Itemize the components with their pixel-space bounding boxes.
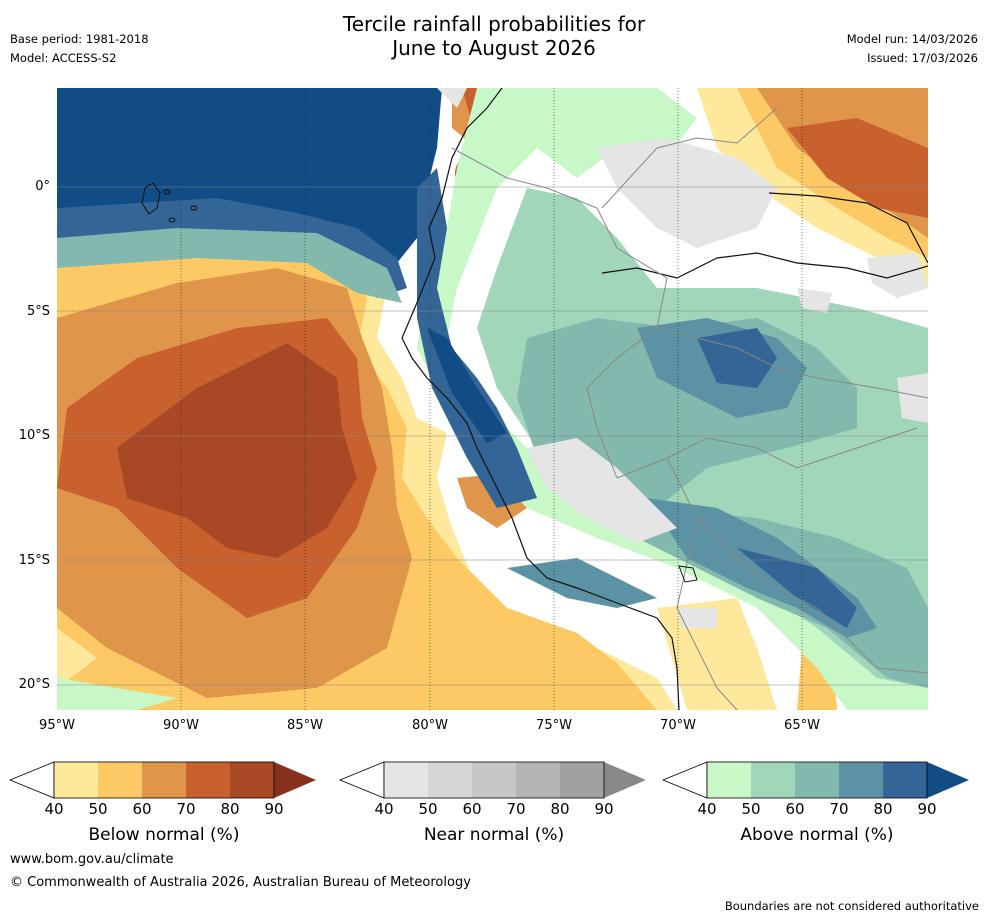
colorbar-near — [338, 761, 646, 799]
colorbar-swatch — [384, 762, 428, 798]
meta-right: Model run: 14/03/2026 Issued: 17/03/2026 — [847, 30, 978, 68]
colorbar-above — [661, 761, 969, 799]
lat-label: 5°S — [26, 304, 50, 319]
colorbar-title-near: Near normal (%) — [423, 825, 565, 845]
colorbar-tick: 50 — [418, 800, 438, 818]
lon-label: 85°W — [287, 718, 323, 733]
colorbar-below — [8, 761, 316, 799]
colorbar-swatch — [839, 762, 883, 798]
colorbar-tick: 60 — [462, 800, 482, 818]
colorbar-swatch — [751, 762, 795, 798]
colorbar-tick: 80 — [220, 800, 240, 818]
colorbar-title-above: Above normal (%) — [740, 825, 894, 845]
base-period: Base period: 1981-2018 — [10, 32, 149, 46]
model-run: Model run: 14/03/2026 — [846, 32, 978, 46]
lat-label: 20°S — [18, 677, 50, 692]
colorbar-tick: 50 — [741, 800, 761, 818]
latitude-lines — [57, 186, 928, 686]
colorbar-swatch — [883, 762, 927, 798]
lon-label: 80°W — [412, 718, 448, 733]
map-svg — [57, 87, 929, 711]
disclaimer: Boundaries are not considered authoritat… — [724, 899, 979, 913]
colorbar-tick: 60 — [132, 800, 152, 818]
colorbar-tick: 70 — [829, 800, 849, 818]
lon-label: 75°W — [536, 718, 572, 733]
colorbar-swatch — [230, 762, 274, 798]
lon-label: 70°W — [660, 718, 696, 733]
colorbar-tick: 90 — [594, 800, 614, 818]
colorbar-swatch — [795, 762, 839, 798]
meta-left: Base period: 1981-2018 Model: ACCESS-S2 — [10, 30, 149, 68]
lat-label: 10°S — [18, 428, 50, 443]
colorbar-tick: 50 — [88, 800, 108, 818]
lake-titicaca — [678, 565, 698, 583]
forecast-map — [57, 87, 929, 711]
country-borders — [451, 107, 929, 711]
above-normal-region — [57, 88, 928, 710]
model-name: Model: ACCESS-S2 — [10, 51, 117, 65]
colorbar-tick: 90 — [264, 800, 284, 818]
colorbar-swatch — [428, 762, 472, 798]
map-title: Tercile rainfall probabilities for June … — [0, 12, 988, 60]
title-line-1: Tercile rainfall probabilities for — [342, 12, 646, 36]
colorbar-swatch — [707, 762, 751, 798]
colorbar-title-below: Below normal (%) — [88, 825, 240, 845]
colorbar-tick: 70 — [506, 800, 526, 818]
lon-label: 65°W — [784, 718, 820, 733]
colorbar-swatch — [98, 762, 142, 798]
colorbar-swatch — [516, 762, 560, 798]
issued-date: Issued: 17/03/2026 — [867, 51, 978, 65]
lat-label: 15°S — [18, 553, 50, 568]
colorbar-tick: 80 — [873, 800, 893, 818]
colorbar-swatch — [472, 762, 516, 798]
galapagos-islands — [141, 182, 198, 223]
colorbar-swatch — [142, 762, 186, 798]
title-line-2: June to August 2026 — [392, 36, 596, 60]
colorbar-tick: 60 — [785, 800, 805, 818]
coastline-pacific — [401, 87, 680, 711]
colorbars — [8, 761, 969, 799]
colorbar-tick: 40 — [697, 800, 717, 818]
colorbar-tick: 90 — [917, 800, 937, 818]
colorbar-tick: 40 — [44, 800, 64, 818]
colorbar-swatch — [560, 762, 604, 798]
colorbar-swatch — [274, 762, 316, 798]
source-url: www.bom.gov.au/climate — [10, 852, 174, 867]
copyright: © Commonwealth of Australia 2026, Austra… — [10, 875, 471, 890]
colorbar-swatch — [927, 762, 969, 798]
colorbar-swatch — [186, 762, 230, 798]
lat-label: 0° — [35, 179, 50, 194]
colorbar-swatch — [604, 762, 646, 798]
lon-label: 90°W — [163, 718, 199, 733]
coastline-amazon — [601, 192, 929, 279]
lon-label: 95°W — [39, 718, 75, 733]
colorbar-tick: 70 — [176, 800, 196, 818]
colorbar-tick: 80 — [550, 800, 570, 818]
colorbar-tick: 40 — [374, 800, 394, 818]
colorbar-swatch — [54, 762, 98, 798]
